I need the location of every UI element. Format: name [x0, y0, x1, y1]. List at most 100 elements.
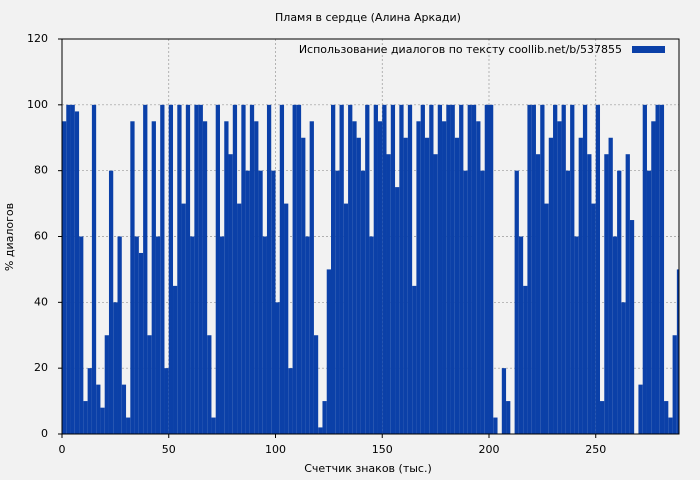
- bar: [335, 170, 340, 434]
- bar: [326, 269, 332, 434]
- bar: [79, 236, 84, 434]
- bars: [62, 104, 679, 435]
- bar: [608, 137, 613, 434]
- bar: [420, 104, 425, 434]
- bar: [254, 121, 259, 435]
- bar: [83, 401, 88, 434]
- bar: [121, 384, 127, 434]
- bar: [437, 104, 443, 434]
- bar: [301, 137, 306, 434]
- bar: [74, 111, 80, 435]
- bar: [168, 104, 174, 434]
- bar: [198, 104, 203, 434]
- bar: [523, 285, 528, 434]
- bar: [501, 368, 507, 434]
- bar: [471, 104, 477, 434]
- bar: [416, 121, 421, 435]
- bar: [185, 104, 191, 434]
- x-tick-label: 250: [585, 443, 606, 456]
- bar: [429, 104, 434, 434]
- bar: [646, 170, 652, 434]
- bar: [531, 104, 536, 434]
- bar: [143, 104, 148, 434]
- bar: [369, 236, 374, 434]
- bar: [237, 203, 242, 434]
- bar: [442, 121, 447, 435]
- bar: [202, 121, 208, 435]
- bar: [377, 121, 383, 435]
- bar: [386, 154, 391, 435]
- bar: [91, 104, 97, 434]
- bar: [412, 285, 417, 434]
- bar: [343, 203, 349, 434]
- bar: [450, 104, 455, 434]
- bar: [104, 335, 109, 434]
- bar: [266, 104, 272, 434]
- bar: [565, 170, 571, 434]
- bar: [476, 121, 481, 435]
- bar: [548, 137, 554, 434]
- bar: [463, 170, 468, 434]
- bar: [356, 137, 361, 434]
- bar: [215, 104, 220, 434]
- bar: [467, 104, 472, 434]
- bar: [365, 104, 370, 434]
- bar: [595, 104, 601, 434]
- x-tick-label: 0: [59, 443, 66, 456]
- bar: [514, 170, 519, 434]
- bar: [604, 154, 609, 435]
- bar: [249, 104, 255, 434]
- bar: [66, 104, 71, 434]
- bar: [642, 104, 647, 434]
- bar: [352, 121, 357, 435]
- bar: [557, 121, 562, 435]
- bar: [390, 104, 396, 434]
- bar: [625, 154, 630, 435]
- bar: [540, 104, 545, 434]
- y-tick-label: 0: [41, 427, 48, 440]
- bar: [245, 170, 250, 434]
- bar: [600, 401, 605, 434]
- legend-label: Использование диалогов по тексту coollib…: [299, 43, 622, 56]
- bar: [190, 236, 195, 434]
- bar: [160, 104, 165, 434]
- bar: [296, 104, 302, 434]
- legend-swatch: [632, 46, 665, 53]
- bar: [309, 121, 314, 435]
- bar: [151, 121, 156, 435]
- bar: [147, 335, 152, 434]
- bar: [181, 203, 186, 434]
- bar: [424, 137, 430, 434]
- bar: [164, 368, 169, 434]
- bar: [629, 220, 635, 434]
- y-tick-label: 40: [34, 295, 48, 308]
- bar: [518, 236, 524, 434]
- bar: [258, 170, 263, 434]
- bar: [232, 104, 238, 434]
- bar: [108, 170, 114, 434]
- plot-frame: [61, 38, 680, 435]
- bar: [130, 121, 135, 435]
- bar: [207, 335, 212, 434]
- bar: [403, 137, 408, 434]
- bar: [561, 104, 566, 434]
- bar: [544, 203, 549, 434]
- bar: [395, 187, 400, 434]
- bar: [454, 137, 460, 434]
- bar: [241, 104, 246, 434]
- bar: [194, 104, 199, 434]
- bar: [360, 170, 366, 434]
- bar: [446, 104, 451, 434]
- bar: [553, 104, 558, 434]
- bar: [275, 302, 280, 434]
- bar: [612, 236, 618, 434]
- bar: [155, 236, 161, 434]
- bar: [313, 335, 319, 434]
- bar: [407, 104, 413, 434]
- y-tick-label: 20: [34, 361, 48, 374]
- x-tick-label: 150: [372, 443, 393, 456]
- bar: [96, 384, 101, 434]
- bar: [591, 203, 596, 434]
- bar: [587, 154, 592, 435]
